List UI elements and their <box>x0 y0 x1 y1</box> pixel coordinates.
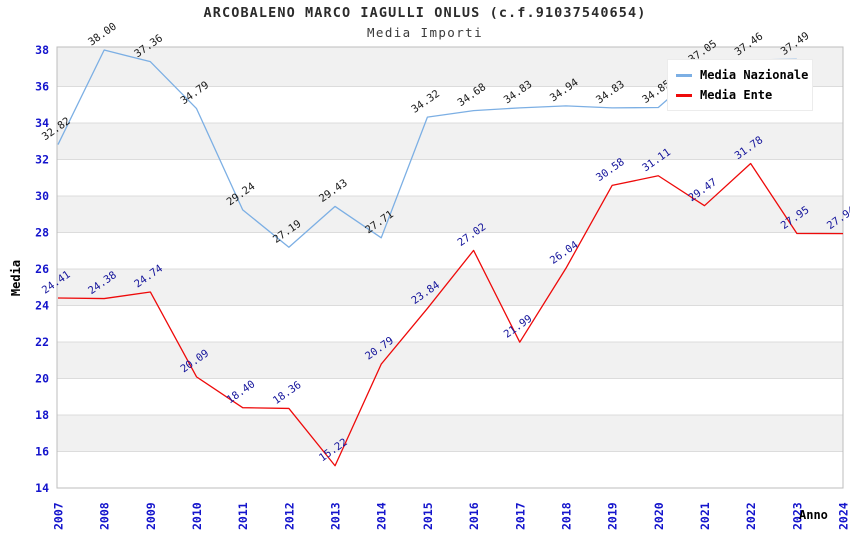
plot-band <box>57 415 843 452</box>
plot-band <box>57 342 843 379</box>
plot-band <box>57 123 843 160</box>
chart-subtitle: Media Importi <box>366 25 484 40</box>
plot-band <box>57 451 843 488</box>
x-tick-label: 2017 <box>513 502 527 530</box>
x-tick-label: 2016 <box>467 502 481 530</box>
x-tick-label: 2014 <box>375 502 389 530</box>
y-tick-label: 14 <box>35 481 49 495</box>
plot-border <box>56 46 844 489</box>
x-tick-label: 2019 <box>606 502 620 530</box>
y-tick-label: 34 <box>35 116 49 130</box>
x-tick-label: 2009 <box>144 502 158 530</box>
y-tick-label: 26 <box>35 262 49 276</box>
y-tick-label: 16 <box>35 445 49 459</box>
y-tick-label: 38 <box>35 43 49 57</box>
x-tick-label: 2018 <box>559 502 573 530</box>
x-tick-label: 2013 <box>329 502 343 530</box>
legend-swatch-nazionale-icon <box>676 73 692 77</box>
x-tick-label: 2020 <box>652 502 666 530</box>
plot-band <box>57 159 843 196</box>
chart-title: ARCOBALENO MARCO IAGULLI ONLUS (c.f.9103… <box>203 5 647 21</box>
x-tick-label: 2022 <box>744 502 758 530</box>
x-tick-label: 2011 <box>236 502 250 530</box>
plot-band <box>57 232 843 269</box>
y-tick-label: 30 <box>35 189 49 203</box>
legend-item-media-nazionale: Media Nazionale <box>668 68 812 82</box>
x-tick-label: 2024 <box>837 502 850 530</box>
y-tick-label: 20 <box>35 372 49 386</box>
series-line-media-ente <box>57 162 844 467</box>
y-tick-label: 24 <box>35 299 49 313</box>
legend-item-media-ente: Media Ente <box>668 88 812 102</box>
y-axis-title: Media <box>9 259 23 297</box>
point-value-label: 38.00 <box>86 21 119 49</box>
plot-band <box>57 196 843 233</box>
x-tick-label: 2015 <box>421 502 435 530</box>
y-tick-label: 36 <box>35 80 49 94</box>
x-tick-label: 2023 <box>790 502 804 530</box>
legend: Media Nazionale Media Ente <box>667 59 813 111</box>
y-tick-label: 22 <box>35 335 49 349</box>
x-tick-label: 2007 <box>52 502 66 530</box>
y-tick-label: 28 <box>35 226 49 240</box>
plot-band <box>57 305 843 342</box>
x-tick-label: 2012 <box>282 502 296 530</box>
legend-label-ente: Media Ente <box>700 88 773 102</box>
y-tick-label: 32 <box>35 153 49 167</box>
x-tick-label: 2008 <box>98 502 112 530</box>
legend-swatch-ente-icon <box>676 93 692 97</box>
x-axis-title: Anno <box>799 508 828 522</box>
x-tick-label: 2021 <box>698 502 712 530</box>
legend-label-nazionale: Media Nazionale <box>700 68 809 82</box>
plot-band <box>57 269 843 306</box>
x-tick-label: 2010 <box>190 502 204 530</box>
y-tick-label: 18 <box>35 408 49 422</box>
plot-band <box>57 378 843 415</box>
